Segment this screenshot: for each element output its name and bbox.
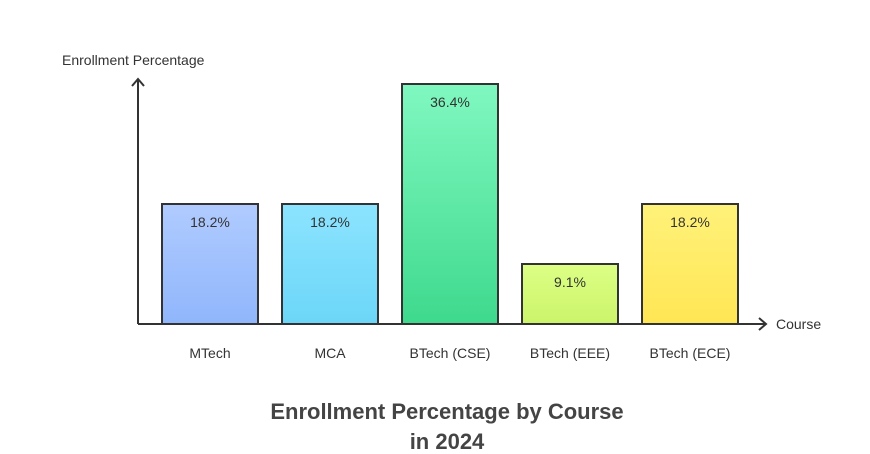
x-tick-label: BTech (CSE) (410, 345, 491, 361)
data-label: 18.2% (190, 214, 230, 230)
bar-mtech (161, 203, 259, 325)
x-tick-label: MTech (189, 345, 230, 361)
bar-btech-eee (521, 263, 619, 325)
x-axis-arrowhead (758, 317, 768, 331)
y-axis-arrowhead (131, 77, 145, 87)
x-tick-label: BTech (EEE) (530, 345, 610, 361)
x-axis-title: Course (776, 316, 821, 332)
bar-btech-ece (641, 203, 739, 325)
chart-title-line-1: Enrollment Percentage by Course (270, 399, 623, 424)
x-tick-label: MCA (314, 345, 346, 361)
data-label: 18.2% (310, 214, 350, 230)
bar-mca (281, 203, 379, 325)
x-tick-labels: MTech MCA BTech (CSE) BTech (EEE) BTech (ECE… (189, 345, 730, 361)
data-label: 18.2% (670, 214, 710, 230)
x-tick-label: BTech (ECE) (650, 345, 731, 361)
bar-btech-cse (401, 83, 499, 325)
y-axis-title: Enrollment Percentage (62, 52, 205, 68)
data-label: 9.1% (554, 274, 586, 290)
axes-group (131, 77, 768, 331)
chart-title-line-2: in 2024 (410, 429, 485, 454)
data-label: 36.4% (430, 94, 470, 110)
bars-group: 18.2% 18.2% 36.4% 9.1% 18.2% (161, 83, 739, 325)
